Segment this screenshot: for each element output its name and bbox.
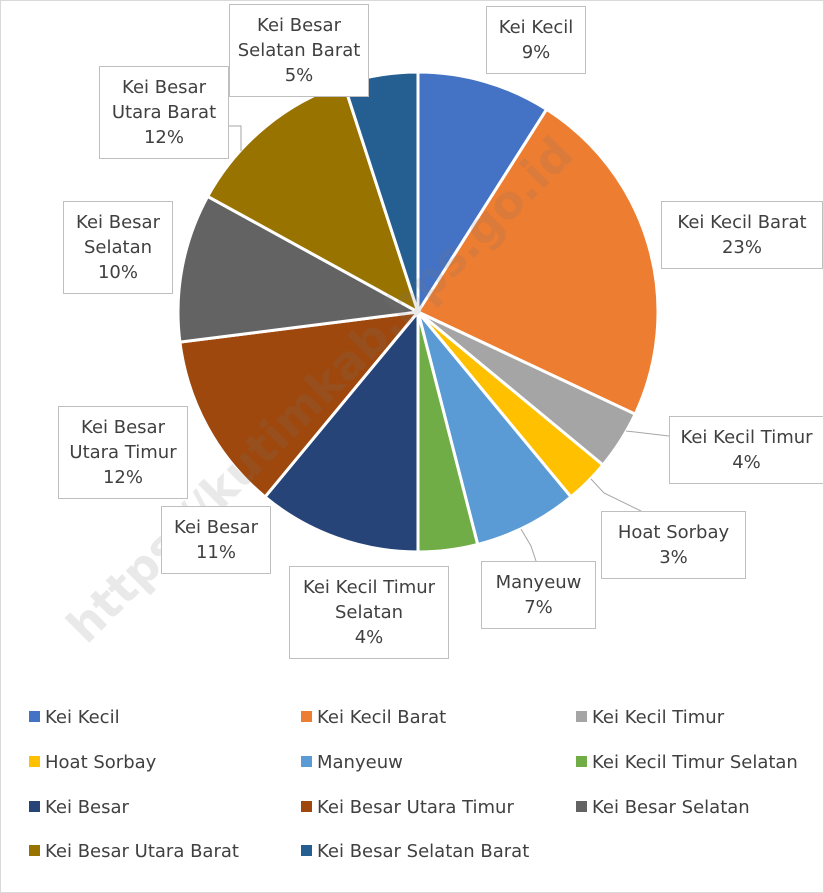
data-label: Manyeuw 7% [481, 561, 596, 629]
data-label-value: 12% [143, 127, 184, 148]
data-label-value: 11% [195, 542, 236, 563]
data-label: Hoat Sorbay 3% [601, 511, 746, 579]
data-label: Kei Besar 11% [161, 506, 271, 574]
legend-entry: Kei Besar Selatan [576, 797, 750, 818]
data-label: Kei Kecil 9% [486, 6, 586, 74]
leader-line [590, 478, 642, 512]
data-label-value: 5% [284, 65, 314, 86]
data-label: Kei Kecil Timur Selatan 4% [289, 566, 449, 659]
legend-entry: Kei Kecil Barat [301, 707, 446, 728]
legend-swatch [301, 845, 312, 856]
data-label-category: Kei Besar Selatan [76, 212, 160, 258]
legend-label: Kei Kecil Timur Selatan [592, 752, 798, 773]
legend-label: Kei Besar Utara Timur [317, 797, 514, 818]
data-label: Kei Kecil Barat 23% [661, 201, 823, 269]
data-label-value: 10% [97, 262, 138, 283]
legend-entry: Kei Besar [29, 797, 129, 818]
data-label-value: 23% [721, 237, 762, 258]
leader-lines [227, 125, 670, 562]
legend-swatch [301, 801, 312, 812]
legend-entry: Kei Kecil [29, 707, 120, 728]
leader-line [227, 125, 242, 151]
legend-swatch [29, 756, 40, 767]
data-label-value: 4% [732, 452, 761, 473]
data-label-value: 9% [521, 42, 551, 63]
legend-label: Kei Besar [45, 797, 129, 818]
legend-entry: Kei Besar Selatan Barat [301, 841, 529, 862]
data-label: Kei Besar Utara Barat 12% [99, 66, 229, 159]
leader-line [625, 430, 670, 437]
data-label-value: 3% [659, 547, 688, 568]
legend-entry: Kei Besar Utara Timur [301, 797, 514, 818]
data-label-category: Kei Kecil Timur Selatan [302, 577, 436, 623]
legend-entry: Manyeuw [301, 752, 403, 773]
leader-line [520, 528, 537, 562]
legend-label: Kei Kecil Barat [317, 707, 447, 728]
legend-entry: Hoat Sorbay [29, 752, 156, 773]
data-label-category: Kei Kecil [498, 17, 574, 38]
legend-swatch [576, 801, 587, 812]
data-label-value: 12% [102, 467, 143, 488]
data-label: Kei Besar Utara Timur 12% [58, 406, 188, 499]
data-label: Kei Besar Selatan 10% [63, 201, 173, 294]
pie-slice [416, 70, 549, 318]
pie-slice [262, 307, 420, 554]
data-label-category: Kei Besar [174, 517, 258, 538]
legend-swatch [29, 711, 40, 722]
data-label-category: Manyeuw [495, 572, 582, 593]
legend-swatch [301, 711, 312, 722]
legend-swatch [301, 756, 312, 767]
legend-entry: Kei Kecil Timur Selatan [576, 752, 798, 773]
data-label-value: 7% [524, 597, 553, 618]
legend-label: Kei Besar Selatan Barat [317, 841, 530, 862]
legend-swatch [29, 845, 40, 856]
legend-label: Kei Besar Selatan [592, 797, 750, 818]
data-label-category: Hoat Sorbay [617, 522, 730, 543]
legend-label: Kei Besar Utara Barat [45, 841, 239, 862]
legend-label: Kei Kecil [45, 707, 120, 728]
pie-slice [178, 310, 422, 500]
legend-entry: Kei Besar Utara Barat [29, 841, 239, 862]
data-label-category: Kei Kecil Timur [680, 427, 813, 448]
legend-swatch [576, 756, 587, 767]
legend-swatch [576, 711, 587, 722]
pie-slice [415, 107, 660, 417]
pie-slice [176, 194, 423, 344]
data-label-category: Kei Besar Selatan Barat [237, 15, 361, 61]
legend-label: Manyeuw [317, 752, 403, 773]
data-label: Kei Kecil Timur 4% [669, 416, 823, 484]
pie-slice [416, 311, 574, 547]
legend-entry: Kei Kecil Timur [576, 707, 724, 728]
data-label: Kei Besar Selatan Barat 5% [229, 4, 369, 97]
legend-swatch [29, 801, 40, 812]
data-label-value: 4% [354, 627, 384, 648]
data-label-category: Kei Besar Utara Barat [111, 77, 217, 123]
legend-label: Kei Kecil Timur [592, 707, 725, 728]
data-label-category: Kei Kecil Barat [677, 212, 807, 233]
data-label-category: Kei Besar Utara Timur [69, 417, 177, 463]
legend-label: Hoat Sorbay [45, 752, 157, 773]
